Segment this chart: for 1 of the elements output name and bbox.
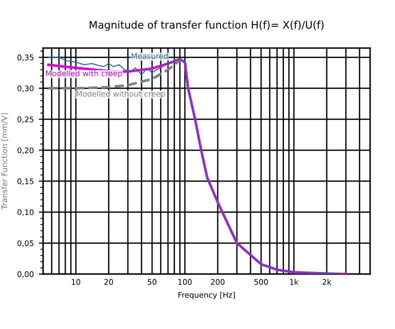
chart-title: Magnitude of transfer function H(f)= X(f)/U(f) xyxy=(90,20,324,31)
